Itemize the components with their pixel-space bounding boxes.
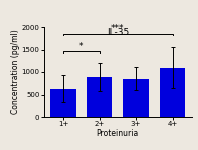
Bar	[160, 68, 185, 117]
Bar	[50, 89, 76, 117]
X-axis label: Proteinuria: Proteinuria	[97, 129, 139, 138]
Text: *: *	[79, 42, 84, 51]
Bar	[123, 79, 149, 117]
Text: ***: ***	[111, 24, 125, 33]
Text: IL-35: IL-35	[107, 28, 129, 37]
Y-axis label: Concentration (pg/ml): Concentration (pg/ml)	[11, 30, 20, 114]
Bar	[87, 77, 112, 117]
